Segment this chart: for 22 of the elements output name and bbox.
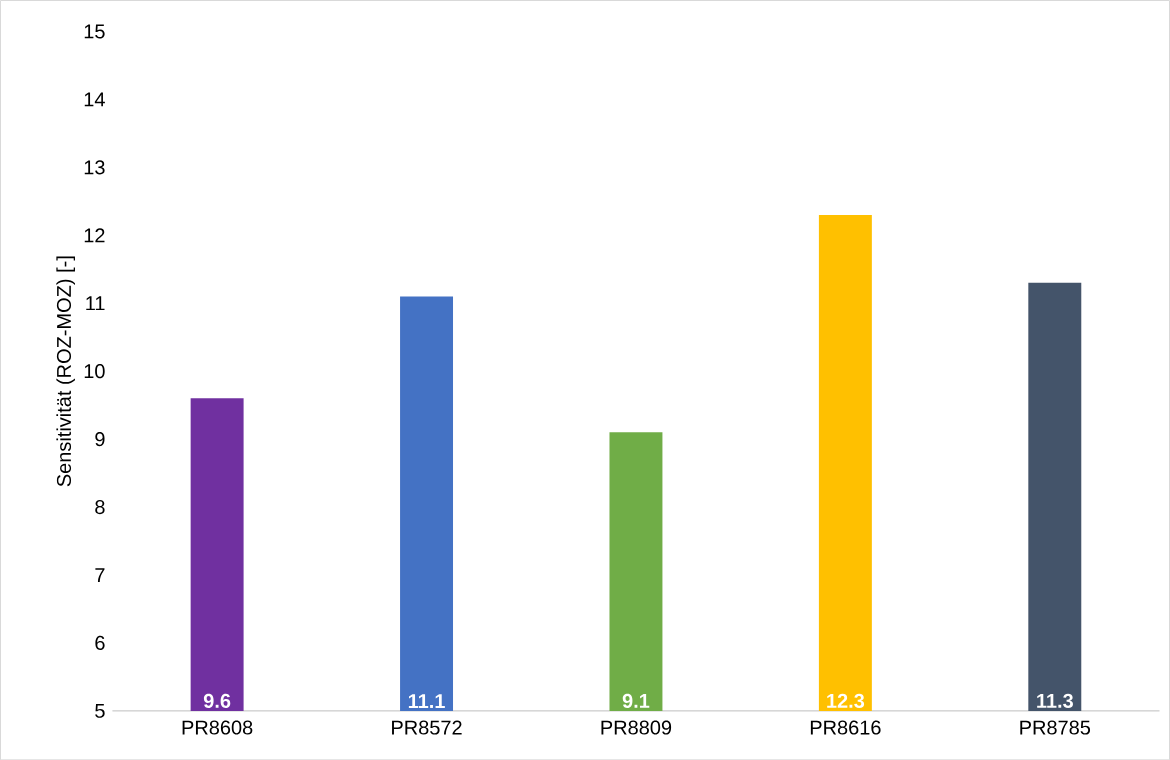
x-tick-label: PR8608 [182, 720, 253, 735]
data-label: 11.1 [408, 694, 445, 708]
y-tick-label: 13 [84, 160, 105, 175]
y-tick-label: 6 [95, 635, 105, 650]
data-label: 9.6 [203, 693, 231, 708]
data-label: 11.3 [1037, 693, 1073, 708]
x-tick-label: PR8616 [810, 720, 881, 735]
y-tick-label: 7 [95, 567, 105, 582]
y-tick-label: 9 [95, 431, 105, 447]
y-tick-label: 14 [84, 92, 105, 107]
y-tick-label: 10 [84, 363, 105, 379]
y-tick-label: 8 [95, 499, 105, 514]
data-label: 12.3 [827, 693, 865, 708]
data-label: 9.1 [622, 693, 650, 708]
y-axis-title: Sensitivität (ROZ-MOZ) [-] [56, 256, 75, 487]
y-tick-label: 11 [86, 296, 105, 310]
y-tick-label: 5 [95, 703, 105, 718]
x-tick-label: PR8572 [392, 720, 462, 735]
x-tick-label: PR8809 [601, 720, 672, 735]
y-tick-label: 12 [84, 228, 105, 243]
x-tick-label: PR8785 [1020, 720, 1091, 735]
y-tick-label: 15 [84, 24, 105, 39]
